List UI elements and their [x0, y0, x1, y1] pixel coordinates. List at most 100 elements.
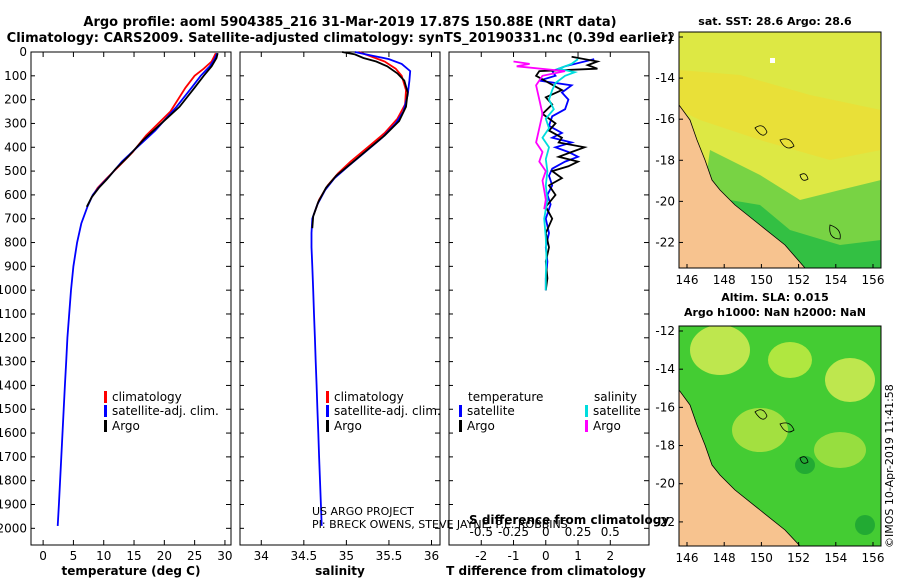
imos-watermark: ©IMOS 10-Apr-2019 11:41:58 — [883, 384, 896, 548]
depth-tick-label: 700 — [4, 212, 27, 226]
depth-tick-label: 800 — [4, 236, 27, 250]
salinity-panel: 34 34.5 35 35.5 36 salinity climatology sate… — [239, 51, 568, 578]
x-tick-label: -2 — [475, 549, 487, 563]
temperature-frame — [30, 51, 232, 546]
sla-land — [679, 389, 801, 546]
legend-t-argo-label: Argo — [467, 419, 495, 433]
sst-missing-pixel — [770, 58, 775, 63]
s-tick-label: 0.5 — [601, 525, 620, 539]
depth-tick-label: 300 — [4, 116, 27, 130]
series-line — [534, 55, 601, 291]
map-y-tick-label: -14 — [655, 362, 675, 376]
legend-satellite-label: satellite-adj. clim. — [112, 404, 219, 418]
map-y-tick-label: -12 — [655, 30, 675, 44]
map-y-tick-label: -14 — [655, 71, 675, 85]
legend-s-satellite-swatch — [585, 405, 588, 417]
map-x-tick-label: 148 — [713, 273, 736, 287]
series-line — [513, 60, 566, 210]
series-line — [539, 58, 595, 291]
x-tick-label: 15 — [126, 549, 141, 563]
map-y-tick-label: -22 — [655, 515, 675, 529]
series-line — [311, 51, 409, 229]
sla-map-panel: Altim. SLA: 0.015 Argo h1000: NaN h2000:… — [655, 291, 884, 565]
sst-map-area — [679, 32, 881, 268]
map-x-tick-label: 148 — [713, 551, 736, 565]
map-y-tick-label: -20 — [655, 477, 675, 491]
map-y-tick-label: -16 — [655, 112, 675, 126]
legend-t-argo-swatch — [459, 420, 462, 432]
x-tick-label: 5 — [70, 549, 78, 563]
difference-series — [513, 55, 601, 291]
salinity-x-ticks: 34 34.5 35 35.5 36 — [240, 51, 440, 563]
legend-s-argo-swatch — [585, 420, 588, 432]
salinity-frame — [239, 51, 441, 546]
map-y-tick-label: -12 — [655, 324, 675, 338]
depth-tick-label: 1100 — [0, 307, 27, 321]
sst-map-ticks: 146 148 150 152 154 156 -12 -14 -16 -18 -20 -22 — [655, 30, 884, 287]
salinity-series — [310, 51, 412, 526]
depth-tick-label: 1900 — [0, 498, 27, 512]
sla-map-ticks: 146 148 150 152 154 156 -12 -14 -16 -18 -20 -22 — [655, 324, 884, 565]
x-tick-label: 20 — [157, 549, 172, 563]
sst-land — [679, 104, 806, 268]
map-x-tick-label: 154 — [824, 551, 847, 565]
legend-climatology-swatch — [104, 391, 107, 403]
depth-tick-label: 1700 — [0, 450, 27, 464]
x-tick-label: -1 — [508, 549, 520, 563]
x-tick-label: 0 — [542, 549, 550, 563]
sal-legend-satellite-swatch — [326, 405, 329, 417]
depth-tick-label: 600 — [4, 188, 27, 202]
map-x-tick-label: 156 — [862, 273, 885, 287]
temperature-legend: climatology satellite-adj. clim. Argo — [104, 390, 219, 433]
sla-reef-contours — [754, 409, 809, 464]
x-tick-label: 35 — [339, 549, 354, 563]
sal-legend-argo-label: Argo — [334, 419, 362, 433]
map-x-tick-label: 150 — [750, 273, 773, 287]
sla-map-area — [679, 326, 881, 546]
sla-patch-1 — [690, 326, 750, 375]
temperature-x-ticks: 0 5 10 15 20 25 30 — [31, 51, 233, 563]
depth-tick-label: 400 — [4, 140, 27, 154]
sst-map-panel: sat. SST: 28.6 Argo: 28.6 146 148 150 152 15… — [655, 15, 884, 287]
x-tick-label: 1 — [574, 549, 582, 563]
difference-s-xlabel: S difference from climatology — [469, 513, 669, 527]
sal-legend-argo-swatch — [326, 420, 329, 432]
x-tick-label: 30 — [217, 549, 232, 563]
series-line — [85, 52, 219, 208]
credit-project: US ARGO PROJECT — [312, 505, 414, 518]
legend-s-argo-label: Argo — [593, 419, 621, 433]
sla-patch-6 — [795, 456, 815, 474]
sla-patch-2 — [768, 342, 812, 378]
depth-tick-label: 2000 — [0, 521, 27, 535]
map-y-tick-label: -22 — [655, 235, 675, 249]
sla-patch-5 — [814, 432, 866, 468]
difference-frame — [448, 51, 650, 546]
difference-x-ticks: -2 -1 0 1 2 -0.5 -0.25 0 0.25 0.5 — [449, 51, 649, 563]
temperature-panel: 0100200300400500600700800900100011001200… — [0, 45, 233, 578]
depth-tick-label: 500 — [4, 164, 27, 178]
sla-map-frame — [678, 325, 882, 547]
map-y-tick-label: -16 — [655, 400, 675, 414]
difference-legend: temperature satellite Argo salinity sate… — [459, 390, 641, 433]
credit-pi: PI: BRECK OWENS, STEVE JAYNE, P.E. ROBBI… — [312, 518, 568, 531]
x-tick-label: 0 — [39, 549, 47, 563]
sla-patch-7 — [855, 515, 875, 535]
sal-legend-climatology-swatch — [326, 391, 329, 403]
difference-t-xlabel: T difference from climatology — [446, 564, 646, 578]
temperature-xlabel: temperature (deg C) — [62, 564, 201, 578]
legend-t-satellite-swatch — [459, 405, 462, 417]
depth-tick-label: 1300 — [0, 355, 27, 369]
sst-reef-contours — [754, 125, 841, 240]
temperature-series — [56, 52, 219, 526]
sst-warm-band — [679, 70, 881, 160]
sla-patch-4 — [732, 408, 788, 452]
map-x-tick-label: 146 — [676, 273, 699, 287]
x-tick-label: 2 — [606, 549, 614, 563]
depth-tick-label: 1200 — [0, 331, 27, 345]
legend-t-satellite-label: satellite — [467, 404, 515, 418]
s-tick-label: -0.25 — [498, 525, 529, 539]
map-x-tick-label: 152 — [787, 551, 810, 565]
depth-tick-label: 1800 — [0, 474, 27, 488]
x-tick-label: 35.5 — [376, 549, 403, 563]
